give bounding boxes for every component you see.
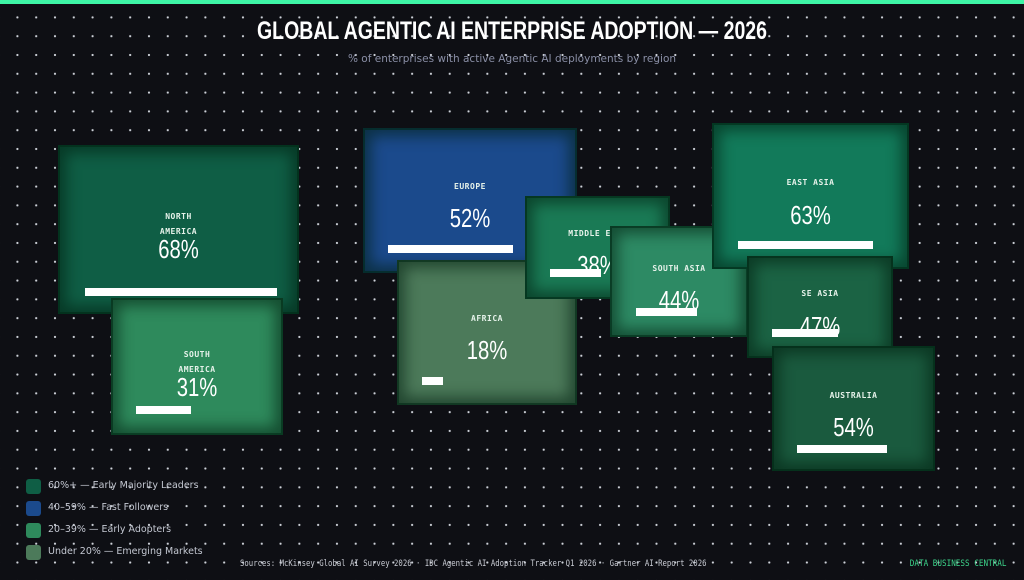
sources-note: Sources: McKinsey Global AI Survey 2026 … xyxy=(240,559,707,569)
region-value: 63% xyxy=(790,200,831,230)
brand-credit: DATA BUSINESS CENTRAL xyxy=(909,559,1006,569)
adoption-bar xyxy=(797,445,887,453)
region-name: EUROPE xyxy=(454,182,486,191)
region-value: 54% xyxy=(833,412,874,442)
region-value: 68% xyxy=(158,234,199,264)
region-name: SE ASIA xyxy=(801,289,839,298)
region-tile-north-america: NORTH AMERICA 68% xyxy=(58,145,299,314)
region-name: EAST ASIA xyxy=(786,178,835,187)
legend-swatch xyxy=(26,523,41,538)
region-value: 18% xyxy=(466,335,508,365)
region-tile-east-asia: EAST ASIA 63% xyxy=(712,123,909,269)
adoption-bar xyxy=(636,308,697,316)
legend-label: 40–59% — Fast Followers xyxy=(48,502,169,513)
region-name: SOUTH xyxy=(183,350,211,359)
region-name-line2: AMERICA xyxy=(178,365,216,374)
top-accent-bar xyxy=(0,0,1024,4)
adoption-bar xyxy=(738,241,873,249)
adoption-bar xyxy=(550,269,601,277)
legend-label: 20–39% — Early Adopters xyxy=(48,524,172,535)
legend-label: 60%+ — Early Majority Leaders xyxy=(48,480,199,491)
chart-subtitle: % of enterprises with active Agentic AI … xyxy=(347,53,677,65)
adoption-bar xyxy=(422,377,443,385)
region-tile-south-america: SOUTH AMERICA 31% xyxy=(111,298,283,435)
adoption-bar xyxy=(388,245,513,253)
region-name: SOUTH ASIA xyxy=(652,264,706,273)
legend-label: Under 20% — Emerging Markets xyxy=(48,546,203,557)
region-name: AUSTRALIA xyxy=(829,391,878,400)
region-name: NORTH xyxy=(165,212,192,221)
region-value: 44% xyxy=(658,285,700,315)
legend-swatch xyxy=(26,501,41,516)
region-name-line2: AMERICA xyxy=(159,227,198,236)
region-value: 31% xyxy=(176,372,218,402)
region-value: 47% xyxy=(799,311,841,341)
region-tile-australia: AUSTRALIA 54% xyxy=(772,346,935,471)
region-value: 52% xyxy=(449,203,491,233)
region-name: AFRICA xyxy=(471,314,503,323)
adoption-bar xyxy=(85,288,277,296)
legend-swatch xyxy=(26,545,41,560)
adoption-bar xyxy=(136,406,191,414)
chart-title: GLOBAL AGENTIC AI ENTERPRISE ADOPTION — … xyxy=(257,17,767,45)
legend-swatch xyxy=(26,479,41,494)
adoption-bar xyxy=(772,329,838,337)
region-name: MIDDLE EAST xyxy=(568,229,627,238)
region-tile-se-asia: SE ASIA 47% xyxy=(747,256,893,358)
